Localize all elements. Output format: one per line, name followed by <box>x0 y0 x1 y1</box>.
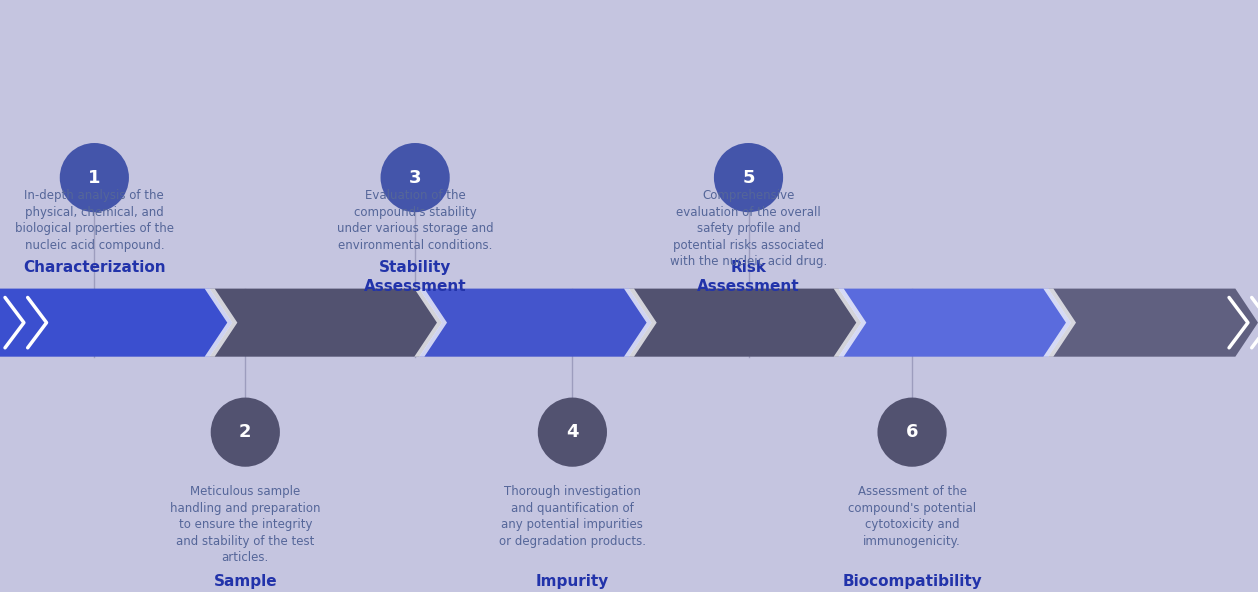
Text: 4: 4 <box>566 423 579 441</box>
Polygon shape <box>834 288 867 356</box>
Ellipse shape <box>60 143 130 212</box>
Polygon shape <box>419 288 652 356</box>
Ellipse shape <box>715 143 782 212</box>
Polygon shape <box>839 288 1071 356</box>
Polygon shape <box>205 288 238 356</box>
Text: Characterization: Characterization <box>23 260 166 275</box>
Text: 5: 5 <box>742 169 755 186</box>
Text: Comprehensive
evaluation of the overall
safety profile and
potential risks assoc: Comprehensive evaluation of the overall … <box>669 189 828 268</box>
Ellipse shape <box>878 398 947 466</box>
Text: Assessment of the
compound's potential
cytotoxicity and
immunogenicity.: Assessment of the compound's potential c… <box>848 485 976 548</box>
Text: 1: 1 <box>88 169 101 186</box>
Polygon shape <box>1048 288 1258 356</box>
Text: In-depth analysis of the
physical, chemical, and
biological properties of the
nu: In-depth analysis of the physical, chemi… <box>15 189 174 252</box>
Polygon shape <box>210 288 442 356</box>
Text: Sample
Preparation: Sample Preparation <box>195 574 296 592</box>
Ellipse shape <box>381 143 450 212</box>
Polygon shape <box>414 288 447 356</box>
Text: Thorough investigation
and quantification of
any potential impurities
or degrada: Thorough investigation and quantificatio… <box>499 485 645 548</box>
Polygon shape <box>624 288 657 356</box>
Text: Biocompatibility
Testing: Biocompatibility Testing <box>842 574 982 592</box>
Text: 6: 6 <box>906 423 918 441</box>
Ellipse shape <box>211 398 279 466</box>
Polygon shape <box>1043 288 1076 356</box>
Ellipse shape <box>538 398 608 466</box>
Text: 3: 3 <box>409 169 421 186</box>
Polygon shape <box>0 288 233 356</box>
Text: Stability
Assessment: Stability Assessment <box>364 260 467 294</box>
Polygon shape <box>629 288 862 356</box>
Text: Impurity
Identification: Impurity Identification <box>515 574 630 592</box>
Text: Meticulous sample
handling and preparation
to ensure the integrity
and stability: Meticulous sample handling and preparati… <box>170 485 321 564</box>
Text: 2: 2 <box>239 423 252 441</box>
Text: Evaluation of the
compound's stability
under various storage and
environmental c: Evaluation of the compound's stability u… <box>337 189 493 252</box>
Text: Risk
Assessment: Risk Assessment <box>697 260 800 294</box>
